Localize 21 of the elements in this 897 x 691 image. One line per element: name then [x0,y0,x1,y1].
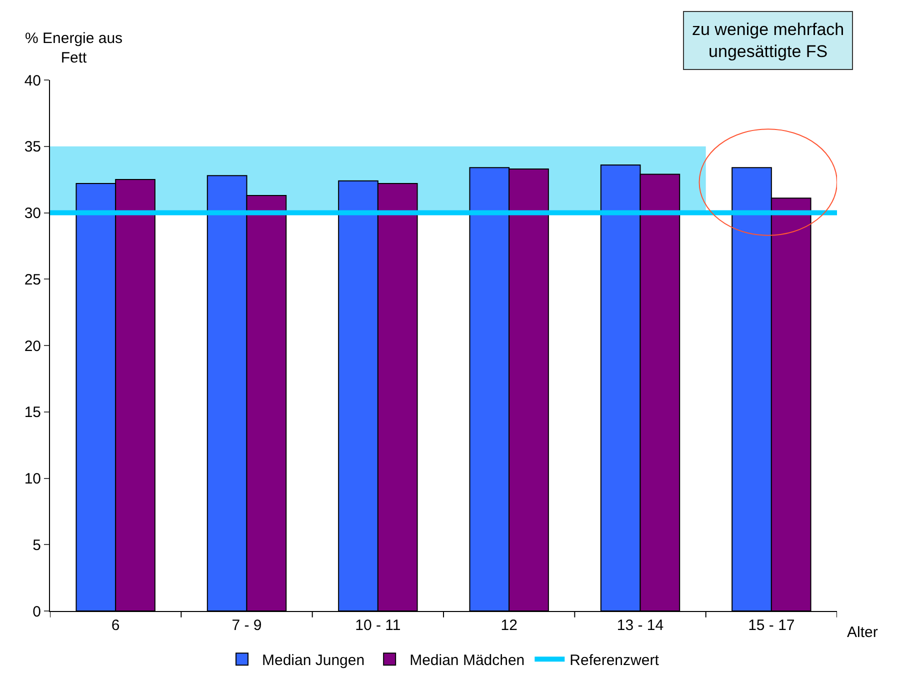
legend-label: Referenzwert [570,652,660,669]
legend-label: Median Jungen [262,652,365,669]
x-tick-label: 10 - 11 [355,617,401,634]
y-tick-label: 0 [32,603,41,620]
y-tick-label: 15 [24,404,41,422]
x-tick-label: 6 [111,617,120,634]
y-tick-label: 10 [24,470,41,488]
x-axis-title: Alter [847,624,878,641]
y-tick-label: 40 [24,72,41,90]
y-tick-label: 35 [24,138,41,156]
x-tick-label: 7 - 9 [232,617,262,634]
y-tick-label: 5 [32,536,41,554]
y-tick-label: 25 [24,271,41,288]
x-tick-label: 12 [500,617,518,634]
text: zu wenige mehrfach ungesättigte FS [692,20,844,62]
x-tick-label: 15 - 17 [748,617,795,634]
y-tick-label: 20 [24,338,41,355]
y-tick-label: 30 [24,205,41,222]
x-tick-label: 13 - 14 [616,617,664,634]
legend-label: Median Mädchen [410,652,525,669]
y-axis-title: % Energie aus Fett [25,30,123,66]
